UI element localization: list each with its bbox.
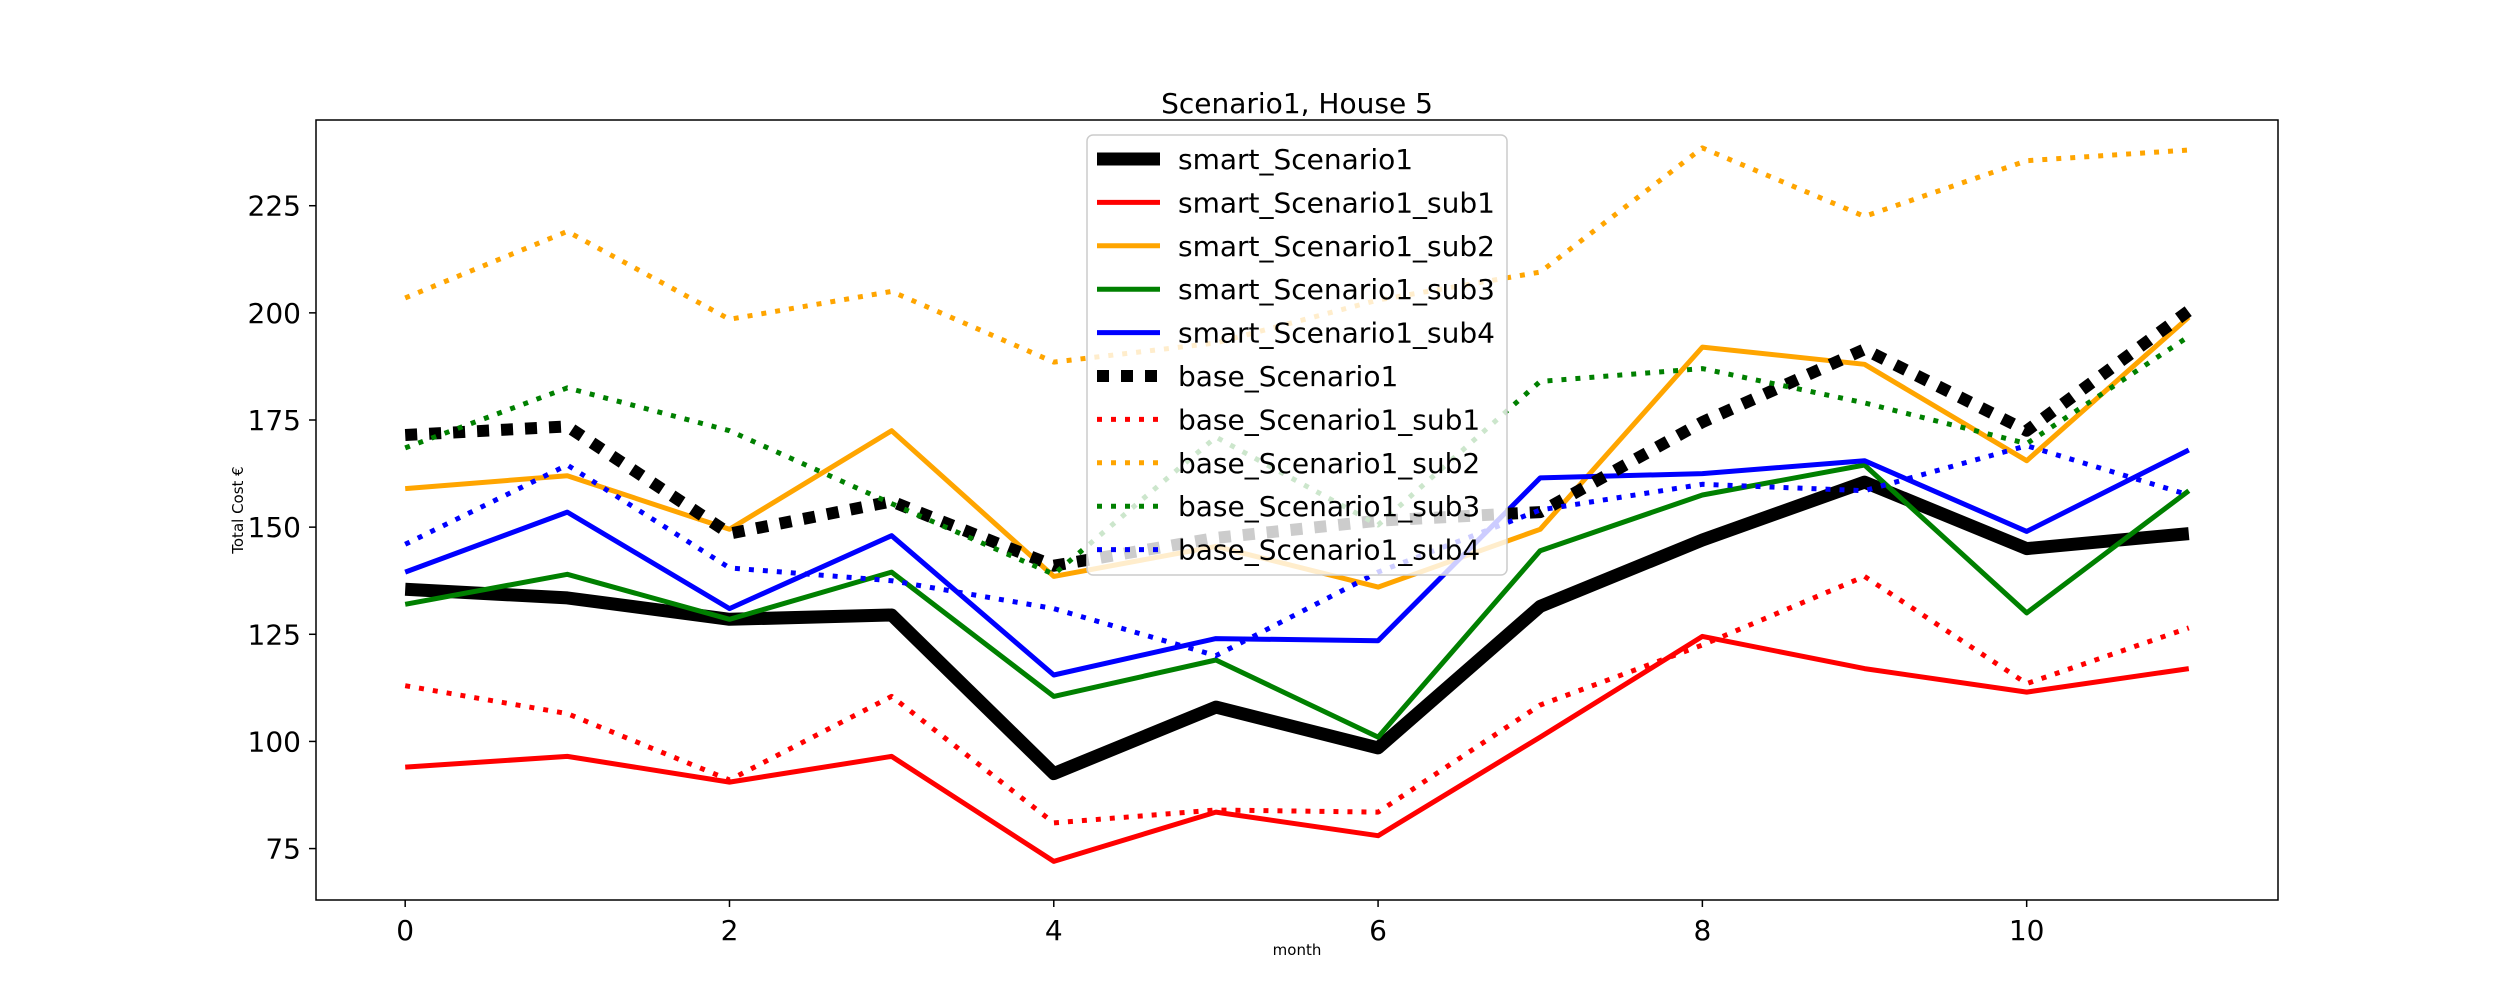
x-tick-label: 10 [2009, 914, 2045, 947]
legend-label-base-scenario1-sub1: base_Scenario1_sub1 [1178, 403, 1480, 436]
legend-label-base-scenario1-sub3: base_Scenario1_sub3 [1178, 490, 1480, 523]
x-tick-label: 8 [1693, 914, 1711, 947]
y-tick-label: 225 [248, 190, 301, 223]
series-line-base-scenario1-sub3 [404, 334, 2191, 577]
series-line-smart-scenario1-sub1 [405, 633, 2190, 864]
legend: smart_Scenario1 smart_Scenario1_sub1smart… [1086, 134, 1508, 576]
x-tick-label: 0 [396, 914, 414, 947]
y-axis-label: Total Cost € [229, 466, 247, 554]
legend-label-base-scenario1-sub4: base_Scenario1_sub4 [1178, 534, 1480, 567]
x-tick-label: 4 [1045, 914, 1063, 947]
plot-frame [315, 119, 2279, 901]
x-axis: 0 2 4 6 8 10 [396, 900, 2044, 947]
series-line-base-scenario1-sub1 [404, 573, 2190, 826]
y-tick-label: 200 [248, 297, 301, 330]
y-tick-label: 125 [248, 618, 301, 651]
legend-box [1086, 134, 1508, 576]
legend-label-smart-scenario1-sub4: smart_Scenario1_sub4 [1178, 317, 1495, 350]
chart-title: Scenario1, House 5 [1161, 87, 1433, 120]
y-axis: 75 100 125 150 175 200 225 [248, 190, 316, 866]
series-line-smart-scenario1 [404, 475, 2190, 781]
x-tick-label: 6 [1369, 914, 1387, 947]
y-tick-label: 75 [265, 833, 301, 866]
series-line-base-scenario1-sub4 [404, 443, 2190, 659]
legend-label-base-scenario1-sub2: base_Scenario1_sub2 [1178, 447, 1480, 480]
x-tick-label: 2 [721, 914, 739, 947]
series-line-smart-scenario1-sub3 [404, 462, 2191, 740]
legend-label-smart-scenario1: smart_Scenario1 [1178, 143, 1413, 176]
y-tick-label: 175 [248, 404, 301, 437]
x-axis-label: month [1273, 941, 1322, 959]
y-tick-label: 150 [248, 511, 301, 544]
series-line-smart-scenario1-sub4 [404, 447, 2190, 678]
legend-label-smart-scenario1-sub3: smart_Scenario1_sub3 [1178, 273, 1495, 306]
legend-label-base-scenario1: base_Scenario1 [1178, 360, 1398, 393]
y-tick-label: 100 [248, 725, 301, 758]
legend-label-smart-scenario1-sub1: smart_Scenario1_sub1 [1178, 186, 1495, 219]
legend-label-smart-scenario1-sub2: smart_Scenario1_sub2 [1178, 230, 1495, 263]
